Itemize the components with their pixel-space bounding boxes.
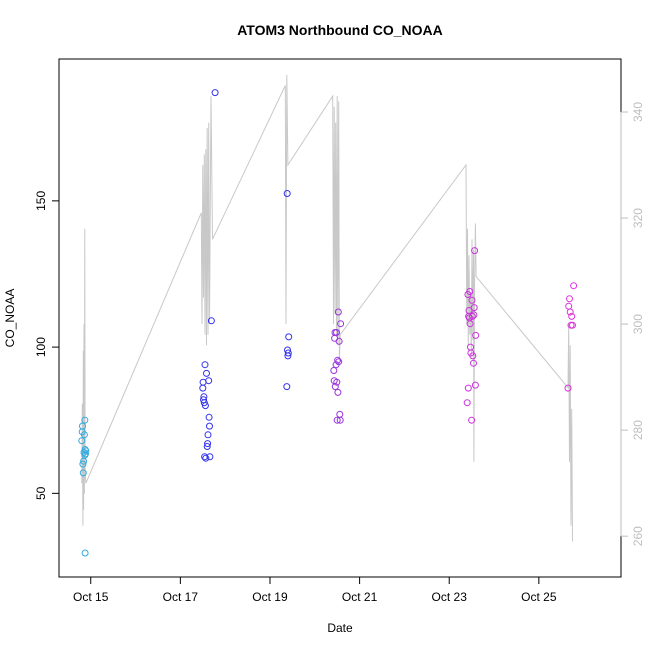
y-tick-label: 150 xyxy=(34,191,48,211)
data-point xyxy=(285,333,293,341)
data-point xyxy=(81,416,89,424)
data-point xyxy=(199,384,207,392)
data-point xyxy=(201,361,209,369)
data-point xyxy=(81,549,89,557)
chart-title: ATOM3 Northbound CO_NOAA xyxy=(237,22,443,38)
data-point xyxy=(471,247,479,255)
data-point xyxy=(334,308,342,316)
data-point xyxy=(565,302,573,310)
y-tick-label: 50 xyxy=(34,486,48,500)
data-point xyxy=(336,410,344,418)
data-point xyxy=(336,416,344,424)
data-point xyxy=(204,431,212,439)
data-point xyxy=(566,295,573,303)
right-tick-label: 340 xyxy=(631,102,645,122)
right-tick-label: 300 xyxy=(631,314,645,334)
data-point xyxy=(203,443,211,450)
series-line xyxy=(81,74,573,542)
data-point xyxy=(201,453,209,461)
data-point xyxy=(201,402,209,410)
data-point xyxy=(283,383,291,391)
data-point xyxy=(80,431,88,439)
data-point xyxy=(566,308,574,316)
data-point xyxy=(569,321,576,329)
data-point xyxy=(203,369,210,377)
y-axis-left: 50 100 150 xyxy=(34,191,60,500)
data-point xyxy=(568,312,576,320)
data-point xyxy=(79,460,87,468)
data-point xyxy=(335,358,343,366)
data-point xyxy=(81,446,89,453)
data-point xyxy=(334,356,342,364)
data-point xyxy=(468,296,476,304)
data-point xyxy=(470,304,478,312)
data-point xyxy=(206,453,214,461)
data-point xyxy=(333,378,341,386)
x-tick-label: Oct 25 xyxy=(521,590,557,604)
data-point xyxy=(466,288,474,295)
data-point xyxy=(284,352,292,360)
data-point xyxy=(470,311,478,319)
plot-area-frame xyxy=(58,58,622,578)
x-tick-label: Oct 17 xyxy=(163,590,199,604)
data-point xyxy=(337,320,345,328)
data-point xyxy=(335,337,343,345)
data-point xyxy=(468,416,476,424)
co-noaa-points xyxy=(78,89,578,557)
data-point xyxy=(463,399,471,407)
data-point xyxy=(205,413,213,421)
data-point xyxy=(78,437,86,445)
right-tick-label: 280 xyxy=(631,420,645,440)
data-point xyxy=(334,388,342,396)
data-point xyxy=(199,378,207,386)
data-point xyxy=(205,377,213,385)
data-point xyxy=(82,450,89,458)
right-tick-label: 320 xyxy=(631,208,645,228)
right-axis-line-series xyxy=(81,74,573,542)
data-point xyxy=(79,422,86,430)
data-point xyxy=(464,384,472,392)
data-point xyxy=(283,190,291,197)
data-point xyxy=(204,440,212,448)
data-point xyxy=(284,349,292,357)
y-tick-label: 100 xyxy=(34,337,48,357)
right-tick-label: 260 xyxy=(631,526,645,546)
x-tick-label: Oct 21 xyxy=(342,590,378,604)
x-tick-label: Oct 19 xyxy=(252,590,288,604)
data-point xyxy=(333,416,341,424)
data-point xyxy=(202,454,210,462)
data-point xyxy=(79,469,87,477)
data-point xyxy=(468,312,476,320)
data-point xyxy=(469,352,477,360)
data-point xyxy=(467,343,474,351)
data-point xyxy=(331,383,339,391)
data-point xyxy=(82,447,90,455)
data-point xyxy=(466,320,474,328)
x-axis: Oct 15 Oct 17 Oct 19 Oct 21 Oct 23 Oct 25 xyxy=(73,576,557,604)
data-point xyxy=(211,89,219,97)
data-point xyxy=(206,422,213,430)
data-point xyxy=(570,282,578,290)
data-point xyxy=(330,367,338,374)
data-point xyxy=(471,381,479,389)
data-point xyxy=(470,359,477,367)
x-tick-label: Oct 23 xyxy=(432,590,468,604)
x-axis-label: Date xyxy=(327,621,353,635)
y-axis-label: CO_NOAA xyxy=(3,289,17,348)
y-axis-right: 260 280 300 320 340 xyxy=(620,102,645,546)
data-point xyxy=(333,329,340,336)
data-point xyxy=(472,331,480,339)
data-point xyxy=(207,317,215,325)
data-point xyxy=(465,307,473,314)
data-point xyxy=(564,384,572,392)
x-tick-label: Oct 15 xyxy=(73,590,109,604)
